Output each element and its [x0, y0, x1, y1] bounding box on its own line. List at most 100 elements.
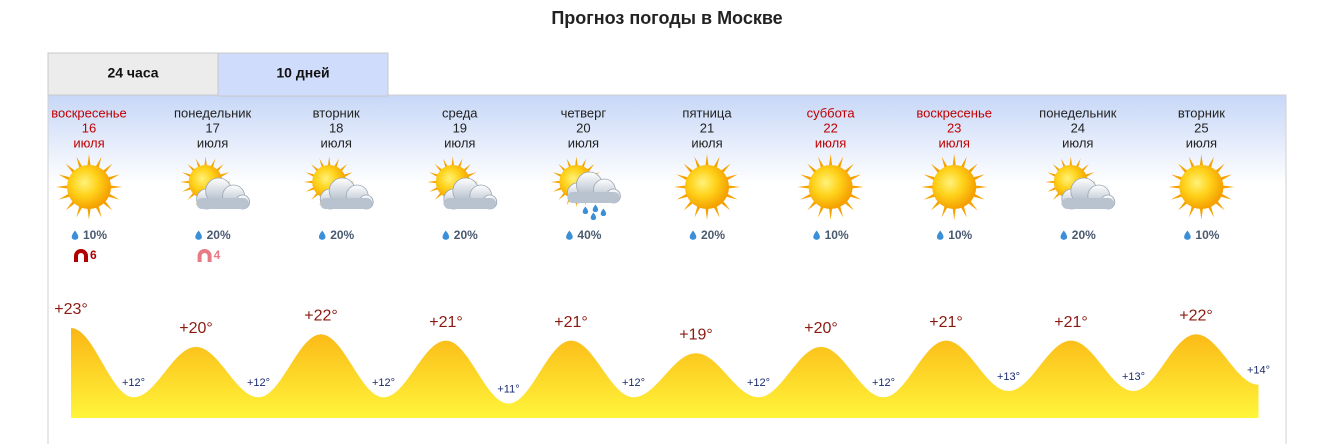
cloud-base [443, 198, 496, 209]
sun-ray [342, 172, 353, 178]
sun-ray [960, 204, 967, 218]
high-temp: +21° [554, 314, 588, 331]
sun-ray [952, 154, 956, 168]
drop [600, 208, 607, 217]
sun-ray [971, 174, 985, 182]
high-temp: +21° [429, 314, 463, 331]
sun-ray [108, 185, 122, 189]
sun-ray [106, 192, 120, 200]
weekday: понедельник [1039, 105, 1117, 120]
high-temp: +23° [54, 301, 88, 318]
sun-ray [724, 174, 738, 182]
cloud-base [196, 198, 249, 209]
sun-ray [1221, 185, 1235, 189]
month: июля [321, 135, 352, 150]
drop [689, 230, 697, 240]
date: 17 [205, 120, 219, 135]
tab-bar: 24 часа 10 дней [47, 52, 389, 97]
drop [318, 230, 326, 240]
sun-ray [1047, 172, 1058, 178]
sun-ray [1207, 204, 1215, 218]
month: июля [1062, 135, 1093, 150]
drop [936, 230, 944, 240]
sun-ray [305, 186, 316, 192]
low-temp: +12° [622, 377, 645, 389]
weather-icon [1045, 156, 1116, 210]
tab[interactable]: 10 дней [217, 52, 389, 97]
precipitation: 10% [825, 228, 849, 242]
weather-icon [1168, 154, 1235, 220]
sun-ray [1199, 154, 1204, 168]
weather-icon [550, 156, 621, 221]
sun-ray [1045, 180, 1056, 184]
sun-ray [921, 185, 935, 189]
sun-ray [1168, 185, 1182, 189]
sun-ray [210, 158, 216, 169]
sun-ray [1075, 158, 1081, 169]
drop [1060, 230, 1068, 240]
sun-ray [1084, 172, 1095, 178]
weather-icon [797, 154, 864, 220]
low-temp: +12° [747, 377, 770, 389]
sun-ray [971, 192, 985, 200]
drop [442, 230, 450, 240]
sun-ray [550, 180, 562, 184]
sun-ray [575, 156, 578, 167]
sun-ray [76, 156, 84, 170]
weekday: воскресенье [51, 105, 127, 120]
sun-ray [800, 192, 814, 200]
sun-ray [1218, 174, 1232, 182]
sun-ray [58, 192, 72, 200]
sun-ray [923, 174, 937, 182]
precipitation: 40% [577, 228, 601, 242]
cloud-base [567, 192, 620, 203]
drop [566, 230, 573, 240]
sun-ray [836, 156, 844, 170]
sun-ray [1069, 156, 1073, 167]
sun-disc [67, 165, 111, 209]
sun-ray [319, 158, 325, 169]
precipitation: 20% [454, 228, 478, 242]
precipitation: 20% [330, 228, 354, 242]
drop [582, 206, 589, 215]
sun-ray [960, 156, 967, 170]
sun-ray [76, 204, 84, 218]
temperature-area [71, 328, 1259, 418]
sun-ray [427, 180, 438, 184]
sun-ray [552, 172, 563, 178]
sun-ray [94, 156, 102, 170]
precipitation: 10% [83, 228, 107, 242]
precipitation: 20% [701, 228, 725, 242]
sun-ray [303, 180, 314, 184]
sun-ray [451, 156, 455, 167]
cloud [1061, 177, 1116, 210]
weekday: среда [442, 105, 478, 120]
high-temp: +21° [1054, 314, 1088, 331]
cloud [196, 177, 251, 210]
sun-ray [705, 154, 709, 168]
sun-ray [817, 204, 825, 218]
precipitation: 20% [207, 228, 231, 242]
sun-disc [685, 165, 729, 209]
date: 18 [329, 120, 343, 135]
low-temp: +11° [497, 384, 519, 396]
tab[interactable]: 24 часа [47, 52, 219, 96]
date: 21 [700, 120, 714, 135]
date: 23 [947, 120, 961, 135]
sun-ray [1188, 156, 1196, 170]
sun-ray [1218, 192, 1232, 200]
sun-ray [952, 206, 956, 220]
high-temp: +22° [1179, 308, 1213, 325]
month: июля [1186, 135, 1217, 150]
sun-ray [941, 204, 949, 218]
sun-ray [443, 158, 449, 169]
cloud [567, 171, 621, 204]
month: июля [568, 135, 599, 150]
sun-ray [1061, 158, 1067, 169]
precipitation: 10% [1195, 228, 1219, 242]
